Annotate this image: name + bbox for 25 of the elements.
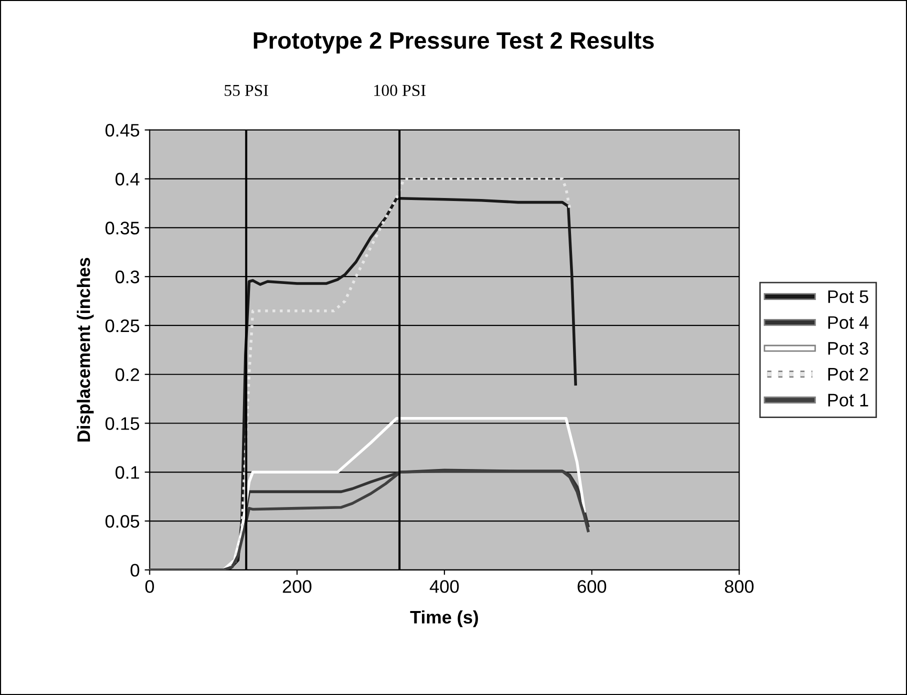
x-tick-label: 400: [430, 580, 459, 593]
y-tick-label: 0.45: [106, 124, 140, 137]
chart-title: Prototype 2 Pressure Test 2 Results: [254, 32, 654, 54]
legend-label: Pot 2: [828, 368, 868, 381]
ref-line-label: 100 PSI: [374, 84, 426, 96]
y-tick-label: 0: [130, 564, 140, 577]
y-axis-title: Displacement (inches: [76, 258, 94, 442]
x-tick-label: 600: [578, 580, 606, 593]
y-tick-label: 0.15: [106, 417, 140, 430]
ref-line-label: 55 PSI: [224, 84, 268, 96]
y-tick-label: 0.05: [106, 514, 140, 528]
x-axis-title: Time (s): [410, 610, 478, 628]
legend-label: Pot 1: [828, 394, 868, 406]
y-tick-label: 0.3: [116, 270, 140, 284]
x-tick-label: 0: [145, 580, 154, 593]
y-tick-label: 0.4: [116, 172, 140, 186]
x-tick-label: 200: [282, 580, 312, 593]
y-tick-label: 0.1: [116, 466, 140, 479]
legend-label: Pot 5: [828, 290, 868, 304]
y-tick-label: 0.35: [106, 222, 140, 234]
x-tick-label: 800: [724, 580, 754, 593]
legend-label: Pot 4: [828, 316, 868, 329]
legend-label: Pot 3: [828, 342, 868, 355]
y-tick-label: 0.2: [116, 368, 140, 382]
y-tick-label: 0.25: [106, 319, 140, 332]
